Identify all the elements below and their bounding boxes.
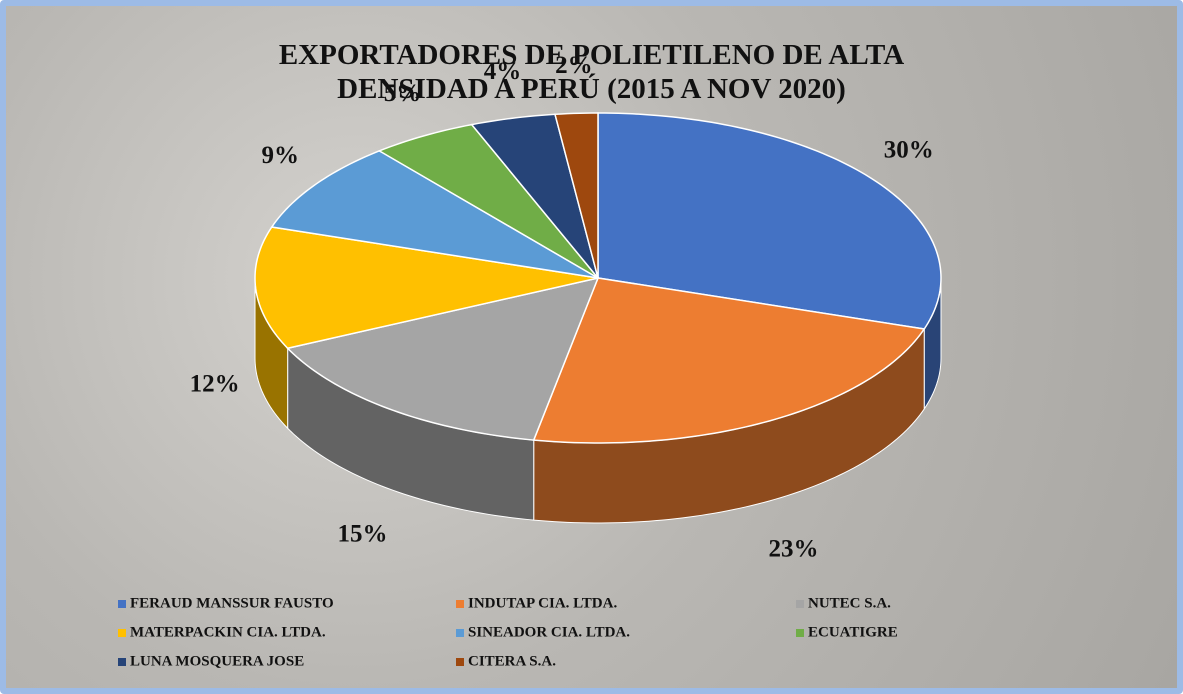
legend-swatch — [796, 600, 804, 608]
legend-label: LUNA MOSQUERA JOSE — [130, 653, 304, 669]
pie-slice — [377, 123, 599, 279]
legend-swatch — [456, 658, 464, 666]
legend-label: NUTEC S.A. — [808, 595, 891, 611]
legend-label: INDUTAP CIA. LTDA. — [468, 595, 617, 611]
data-label: 2% — [555, 52, 593, 79]
data-label: 23% — [769, 535, 819, 562]
data-label: 5% — [384, 80, 422, 107]
chart-title: EXPORTADORES DE POLIETILENO DE ALTA DENS… — [278, 39, 905, 105]
pie-slice — [270, 150, 599, 279]
legend-label: MATERPACKIN CIA. LTDA. — [130, 624, 326, 640]
legend-label: FERAUD MANSSUR FAUSTO — [130, 595, 334, 611]
title-box: EXPORTADORES DE POLIETILENO DE ALTA DENS… — [6, 38, 1177, 106]
legend-swatch — [118, 600, 126, 608]
pie-slice — [254, 226, 599, 350]
data-label: 15% — [338, 521, 388, 548]
data-label: 4% — [484, 58, 522, 85]
pie-slice — [286, 276, 600, 441]
legend-swatch — [118, 658, 126, 666]
legend-label: ECUATIGRE — [808, 624, 898, 640]
pie-slice — [597, 112, 942, 330]
legend-swatch — [456, 629, 464, 637]
legend-swatch — [796, 629, 804, 637]
legend-label: CITERA S.A. — [468, 653, 556, 669]
data-label: 9% — [262, 142, 300, 169]
legend-label: SINEADOR CIA. LTDA. — [468, 624, 630, 640]
pie-slice — [470, 113, 599, 279]
data-label: 30% — [884, 137, 934, 164]
pie-slice — [554, 112, 599, 279]
legend-swatch — [456, 600, 464, 608]
legend-swatch — [118, 629, 126, 637]
pie-slice — [532, 277, 926, 444]
data-label: 12% — [190, 371, 240, 398]
chart: 30% 23% 15% 12% 9% 5% 4% 2% FERAUD MANSSUR FAUST… — [118, 52, 942, 669]
